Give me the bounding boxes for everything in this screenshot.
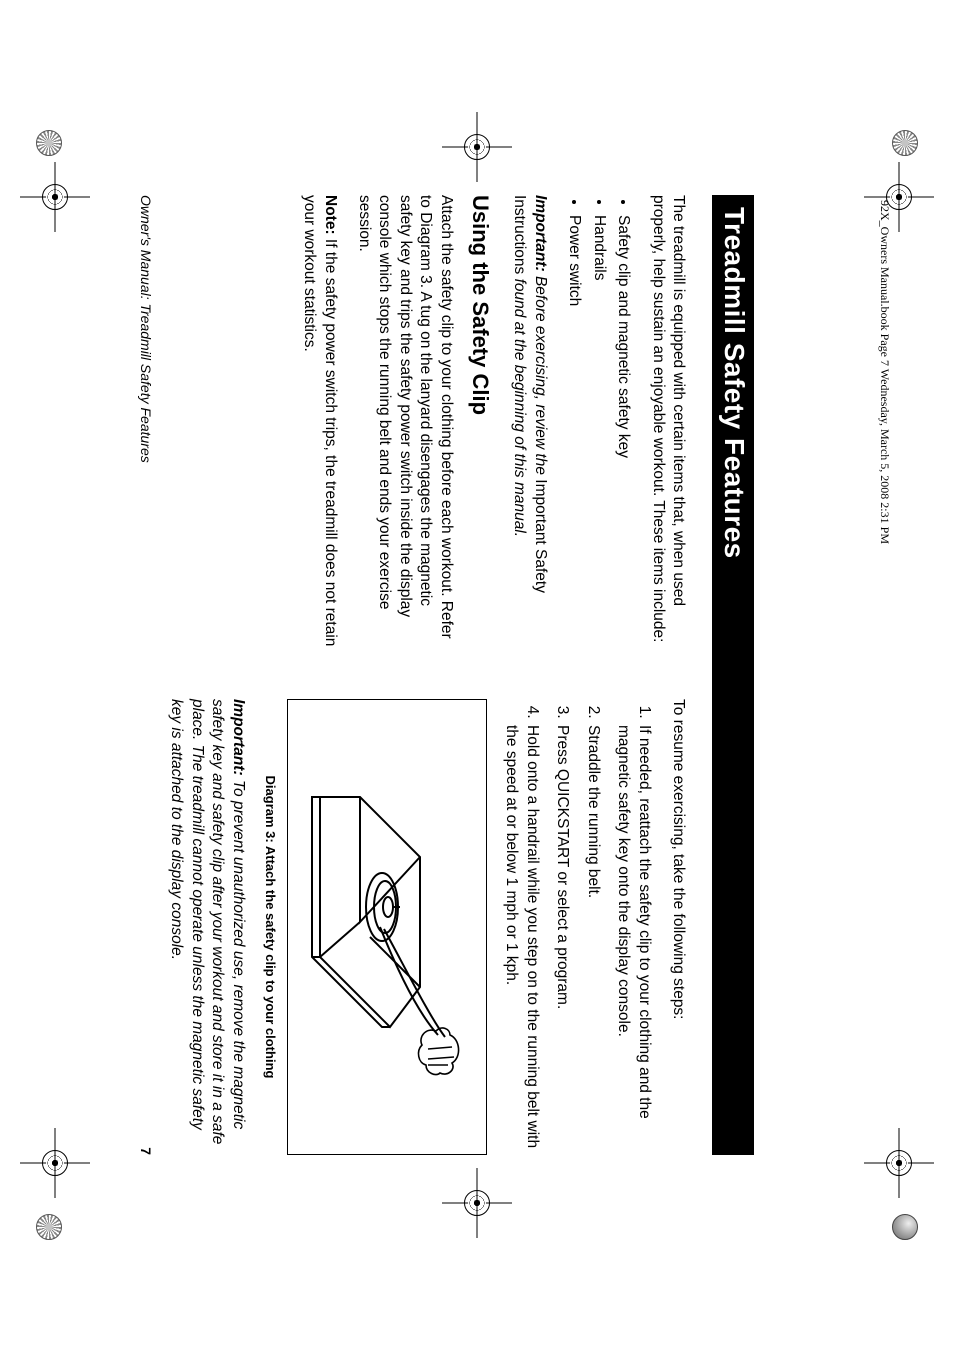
note-paragraph: Note: If the safety power switch trips, … (299, 195, 340, 651)
important-paragraph: Important: To prevent unauthorized use, … (166, 699, 248, 1155)
body-paragraph: Attach the safety clip to your clothing … (354, 195, 456, 651)
list-item: Handrails (588, 215, 608, 651)
list-item: Safety clip and magnetic safety key (613, 215, 633, 651)
content-area: Treadmill Safety Features The treadmill … (152, 195, 754, 1155)
safety-clip-diagram-icon (300, 777, 470, 1077)
page-rotated-container: 92X_Owners Manual.book Page 7 Wednesday,… (0, 0, 954, 1350)
reg-mark-icon (892, 130, 918, 156)
reg-mark-icon (892, 1214, 918, 1240)
important-text: Before exercising, review the (532, 272, 549, 480)
important-label: Important: (230, 699, 247, 776)
diagram-caption: Diagram 3: Attach the safety clip to you… (262, 699, 279, 1155)
list-item: Straddle the running belt. (582, 723, 602, 1155)
list-item: Hold onto a handrail while you step on t… (501, 723, 542, 1155)
list-item: Press QUICKSTART or select a program. (552, 723, 572, 1155)
page-number: 7 (138, 1147, 154, 1155)
important-note: Important: Before exercising, review the… (509, 195, 550, 651)
note-text: If the safety power switch trips, the tr… (301, 195, 338, 646)
important-text: found at the beginning of this manual. (511, 274, 528, 537)
reg-cross-icon (442, 112, 512, 182)
resume-intro: To resume exercising, take the following… (668, 699, 688, 1155)
list-item: Power switch (564, 215, 584, 651)
resume-steps: If needed, reattach the safety clip to y… (501, 699, 654, 1155)
reg-cross-icon (864, 162, 934, 232)
diagram-box (287, 699, 487, 1155)
two-column-layout: The treadmill is equipped with certain i… (152, 195, 688, 1155)
reg-mark-icon (36, 1214, 62, 1240)
diagram-caption-text: Diagram 3: Attach the safety clip to you… (263, 776, 278, 1079)
reg-mark-icon (36, 130, 62, 156)
reg-cross-icon (20, 1128, 90, 1198)
reg-cross-icon (20, 162, 90, 232)
important-label: Important: (532, 195, 549, 272)
section-title: Treadmill Safety Features (712, 195, 754, 1155)
page-footer: Owner's Manual: Treadmill Safety Feature… (138, 195, 154, 1155)
left-column: The treadmill is equipped with certain i… (152, 195, 688, 651)
reg-cross-icon (442, 1168, 512, 1238)
list-item: If needed, reattach the safety clip to y… (613, 723, 654, 1155)
note-label: Note: (322, 195, 339, 235)
intro-paragraph: The treadmill is equipped with certain i… (647, 195, 688, 651)
footer-left: Owner's Manual: Treadmill Safety Feature… (138, 195, 154, 463)
right-column: To resume exercising, take the following… (152, 699, 688, 1155)
features-list: Safety clip and magnetic safety key Hand… (564, 195, 633, 651)
print-header: 92X_Owners Manual.book Page 7 Wednesday,… (877, 200, 892, 544)
reg-cross-icon (864, 1128, 934, 1198)
subheading: Using the Safety Clip (466, 195, 495, 651)
